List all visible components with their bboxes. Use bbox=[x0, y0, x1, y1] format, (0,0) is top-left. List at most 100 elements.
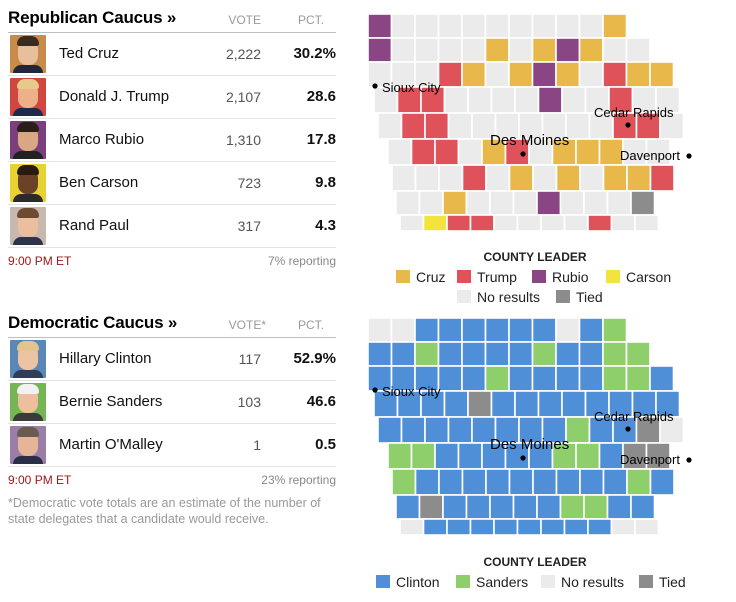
county-shape[interactable] bbox=[467, 86, 493, 114]
candidate-row[interactable]: Ben Carson 723 9.8 bbox=[8, 162, 336, 205]
county-shape[interactable] bbox=[484, 13, 510, 39]
republican-county-map[interactable]: Sioux City Cedar Rapids Des Moines Daven… bbox=[360, 10, 700, 244]
county-shape[interactable] bbox=[424, 112, 450, 140]
county-shape[interactable] bbox=[410, 442, 436, 470]
county-shape[interactable] bbox=[422, 214, 448, 232]
county-shape[interactable] bbox=[446, 214, 472, 232]
county-shape[interactable] bbox=[461, 341, 487, 367]
county-shape[interactable] bbox=[630, 494, 656, 520]
county-shape[interactable] bbox=[461, 317, 487, 343]
county-shape[interactable] bbox=[424, 416, 450, 444]
county-shape[interactable] bbox=[602, 37, 628, 63]
county-shape[interactable] bbox=[391, 468, 417, 496]
county-shape[interactable] bbox=[625, 341, 651, 367]
county-shape[interactable] bbox=[461, 468, 487, 496]
county-shape[interactable] bbox=[367, 341, 393, 367]
county-shape[interactable] bbox=[578, 61, 604, 88]
county-shape[interactable] bbox=[437, 341, 463, 367]
county-shape[interactable] bbox=[626, 164, 652, 192]
county-shape[interactable] bbox=[514, 390, 540, 418]
county-shape[interactable] bbox=[367, 37, 393, 63]
county-shape[interactable] bbox=[559, 190, 585, 216]
county-shape[interactable] bbox=[555, 365, 581, 392]
county-shape[interactable] bbox=[555, 341, 581, 367]
county-shape[interactable] bbox=[508, 317, 534, 343]
county-shape[interactable] bbox=[602, 468, 628, 496]
county-shape[interactable] bbox=[447, 112, 473, 140]
county-shape[interactable] bbox=[649, 365, 675, 392]
county-shape[interactable] bbox=[514, 86, 540, 114]
candidate-row[interactable]: Rand Paul 317 4.3 bbox=[8, 205, 336, 248]
county-shape[interactable] bbox=[531, 37, 557, 63]
county-shape[interactable] bbox=[508, 61, 534, 88]
county-shape[interactable] bbox=[555, 13, 581, 39]
county-shape[interactable] bbox=[484, 317, 510, 343]
county-shape[interactable] bbox=[583, 190, 609, 216]
county-shape[interactable] bbox=[434, 138, 460, 166]
county-shape[interactable] bbox=[399, 214, 425, 232]
county-shape[interactable] bbox=[399, 518, 425, 536]
county-shape[interactable] bbox=[437, 365, 463, 392]
county-shape[interactable] bbox=[414, 37, 440, 63]
county-shape[interactable] bbox=[418, 494, 444, 520]
county-shape[interactable] bbox=[512, 494, 538, 520]
democratic-county-map[interactable]: Sioux City Cedar Rapids Des Moines Daven… bbox=[360, 314, 700, 548]
county-shape[interactable] bbox=[508, 341, 534, 367]
county-shape[interactable] bbox=[587, 214, 613, 232]
county-shape[interactable] bbox=[469, 214, 495, 232]
county-shape[interactable] bbox=[555, 317, 581, 343]
county-shape[interactable] bbox=[414, 164, 440, 192]
county-shape[interactable] bbox=[400, 112, 426, 140]
county-shape[interactable] bbox=[377, 112, 403, 140]
county-shape[interactable] bbox=[467, 390, 493, 418]
county-shape[interactable] bbox=[438, 468, 464, 496]
county-shape[interactable] bbox=[649, 164, 675, 192]
county-shape[interactable] bbox=[395, 190, 421, 216]
county-shape[interactable] bbox=[469, 518, 495, 536]
county-shape[interactable] bbox=[390, 37, 416, 63]
county-shape[interactable] bbox=[537, 390, 563, 418]
county-shape[interactable] bbox=[367, 13, 393, 39]
county-shape[interactable] bbox=[536, 494, 562, 520]
county-shape[interactable] bbox=[490, 86, 516, 114]
county-shape[interactable] bbox=[418, 190, 444, 216]
county-shape[interactable] bbox=[610, 214, 636, 232]
county-shape[interactable] bbox=[625, 37, 651, 63]
county-shape[interactable] bbox=[531, 317, 557, 343]
county-shape[interactable] bbox=[461, 61, 487, 88]
county-shape[interactable] bbox=[461, 13, 487, 39]
county-shape[interactable] bbox=[493, 518, 519, 536]
county-shape[interactable] bbox=[485, 164, 511, 192]
county-shape[interactable] bbox=[649, 61, 675, 88]
county-shape[interactable] bbox=[579, 468, 605, 496]
county-shape[interactable] bbox=[536, 190, 562, 216]
county-shape[interactable] bbox=[484, 365, 510, 392]
county-shape[interactable] bbox=[390, 13, 416, 39]
county-shape[interactable] bbox=[493, 214, 519, 232]
candidate-row[interactable]: Marco Rubio 1,310 17.8 bbox=[8, 119, 336, 162]
county-shape[interactable] bbox=[578, 37, 604, 63]
county-shape[interactable] bbox=[555, 468, 581, 496]
county-shape[interactable] bbox=[563, 518, 589, 536]
county-shape[interactable] bbox=[602, 61, 628, 88]
county-shape[interactable] bbox=[437, 37, 463, 63]
county-shape[interactable] bbox=[565, 416, 591, 444]
county-shape[interactable] bbox=[434, 442, 460, 470]
county-shape[interactable] bbox=[512, 190, 538, 216]
county-shape[interactable] bbox=[531, 13, 557, 39]
county-shape[interactable] bbox=[442, 190, 468, 216]
county-shape[interactable] bbox=[626, 468, 652, 496]
county-shape[interactable] bbox=[587, 518, 613, 536]
county-shape[interactable] bbox=[457, 442, 483, 470]
county-shape[interactable] bbox=[465, 190, 491, 216]
county-shape[interactable] bbox=[516, 214, 542, 232]
county-shape[interactable] bbox=[532, 164, 558, 192]
county-shape[interactable] bbox=[532, 468, 558, 496]
county-shape[interactable] bbox=[579, 164, 605, 192]
county-shape[interactable] bbox=[422, 518, 448, 536]
county-shape[interactable] bbox=[443, 390, 469, 418]
county-shape[interactable] bbox=[565, 112, 591, 140]
county-shape[interactable] bbox=[438, 164, 464, 192]
county-shape[interactable] bbox=[606, 190, 632, 216]
county-shape[interactable] bbox=[437, 13, 463, 39]
